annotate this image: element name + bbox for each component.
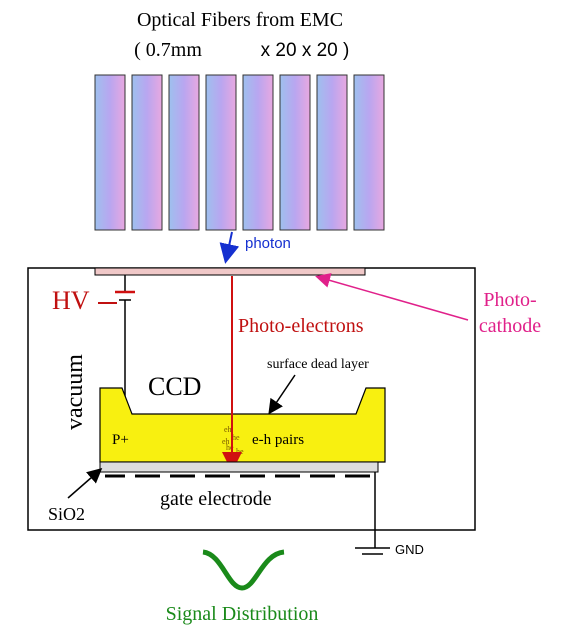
signal-label: Signal Distribution — [166, 603, 319, 625]
fibers — [94, 74, 385, 231]
ground — [355, 472, 390, 555]
photoelectrons-label: Photo-electrons — [238, 315, 364, 337]
eh-pairs-label: e-h pairs — [252, 432, 304, 448]
svg-text:eh: eh — [222, 437, 230, 446]
svg-text:he: he — [226, 443, 234, 452]
photocathode-label: Photo- — [483, 289, 536, 311]
title: Optical Fibers from EMC — [137, 9, 343, 31]
photocathode — [94, 267, 366, 276]
subtitle: x 20 x 20 ) — [261, 40, 350, 61]
sio2-label: SiO2 — [48, 504, 85, 524]
photon-arrow — [219, 231, 240, 264]
gnd-label: GND — [395, 542, 424, 557]
photon-label: photon — [245, 235, 291, 252]
sio2-layer — [99, 461, 379, 473]
photocathode-arrow — [315, 273, 469, 321]
dead-layer-arrow — [268, 374, 296, 415]
vacuum-label: vacuum — [62, 354, 88, 430]
signal-curve — [202, 549, 285, 591]
subtitle: ( 0.7mm — [134, 39, 202, 61]
sio2-arrow — [67, 468, 103, 499]
dead-layer-label: surface dead layer — [267, 357, 369, 372]
hv-battery — [115, 275, 135, 397]
ccd-label: CCD — [148, 372, 201, 401]
p-plus-label: P+ — [112, 432, 129, 448]
svg-text:he: he — [232, 433, 240, 442]
photocathode-label: cathode — [479, 315, 541, 337]
svg-text:eh: eh — [224, 425, 232, 434]
svg-text:he: he — [236, 447, 244, 456]
hv-label: HV — [52, 286, 90, 315]
gate-label: gate electrode — [160, 488, 272, 510]
